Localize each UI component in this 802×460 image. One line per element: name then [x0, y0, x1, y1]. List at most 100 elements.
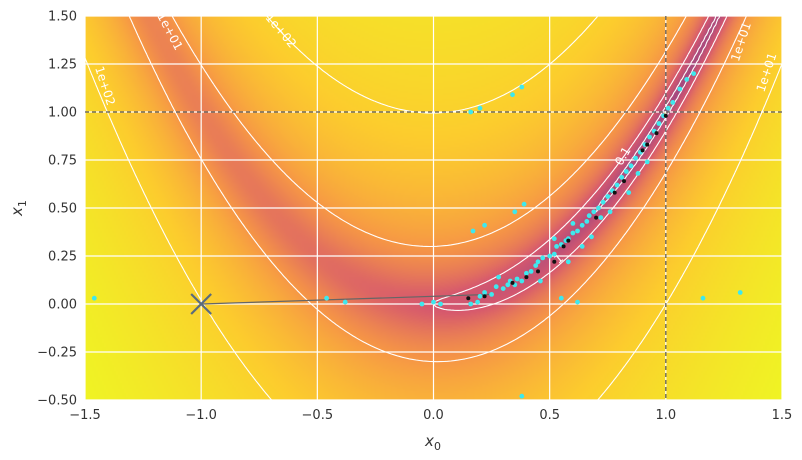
trajectory-point [566, 238, 571, 243]
samples-point [500, 286, 506, 291]
y-tick-label: 1.00 [48, 106, 77, 121]
samples-point [551, 251, 557, 257]
samples-point [468, 301, 474, 307]
samples-point [533, 263, 539, 268]
samples-point [519, 278, 525, 284]
samples-point [431, 299, 436, 305]
x-axis-label: x0 [424, 432, 441, 453]
samples-point [482, 222, 487, 228]
samples-point [656, 121, 662, 126]
samples-point [644, 159, 650, 165]
samples-point [684, 77, 690, 82]
reference-lines [85, 16, 782, 400]
y-tick-label: 1.50 [48, 10, 77, 25]
samples-point [565, 259, 571, 265]
samples-point [477, 293, 483, 299]
samples-point [514, 276, 520, 282]
trajectory-point [594, 215, 599, 220]
samples-point [614, 182, 620, 188]
y-tick-label: 0.50 [48, 202, 77, 217]
samples-point [600, 199, 606, 205]
samples-point [475, 299, 480, 305]
samples-point [647, 134, 652, 140]
samples-point [623, 169, 629, 174]
trajectory-point [612, 190, 617, 195]
x-tick-label: 1.5 [772, 408, 793, 423]
samples-point [619, 174, 625, 180]
samples-point [605, 194, 611, 199]
x-tick-label: −1.5 [69, 408, 101, 423]
samples-point [635, 171, 641, 176]
samples-point [524, 270, 529, 276]
y-axis-label: x1 [8, 200, 29, 217]
samples-point [342, 299, 348, 305]
y-tick-label: 1.25 [48, 58, 77, 73]
samples-point [535, 259, 541, 265]
samples-point [540, 255, 546, 261]
samples-point [670, 100, 676, 105]
x-tick-labels: −1.5 −1.0 −0.5 0.0 0.5 1.0 1.5 [69, 408, 792, 423]
samples-point [468, 109, 474, 115]
y-tick-label: 0.75 [48, 154, 77, 169]
trajectory-point [524, 275, 529, 280]
trajectory-point [640, 148, 645, 153]
samples-point [570, 221, 576, 226]
samples-point [519, 393, 525, 399]
x-tick-label: 0.0 [423, 408, 444, 423]
samples-point [489, 292, 494, 297]
start-x-marker [190, 293, 212, 315]
trajectory-point [645, 142, 650, 147]
samples-point [579, 244, 585, 249]
trajectory-point [466, 296, 471, 301]
samples-point [589, 234, 594, 240]
samples-point [547, 253, 553, 259]
scatter-points [91, 71, 743, 399]
samples-point [470, 228, 476, 234]
trajectory-point [622, 179, 626, 184]
samples-point [528, 269, 534, 274]
x-tick-label: −0.5 [302, 408, 334, 423]
samples-point [575, 299, 580, 305]
trajectory-point [552, 259, 557, 264]
samples-point [91, 295, 97, 301]
y-tick-label: −0.50 [37, 394, 77, 409]
y-tick-label: 0.25 [48, 250, 77, 265]
contour-line [85, 16, 782, 400]
samples-point [493, 284, 499, 290]
x-tick-label: 1.0 [655, 408, 676, 423]
samples-point [538, 278, 543, 284]
samples-point [607, 209, 613, 215]
samples-point [510, 92, 515, 98]
samples-point [554, 244, 559, 249]
samples-point [438, 301, 443, 307]
trajectory-point [561, 244, 566, 249]
samples-point [677, 86, 683, 92]
y-tick-labels: −0.50 −0.25 0.00 0.25 0.50 0.75 1.00 1.25 1.50 [37, 10, 77, 409]
samples-point [691, 71, 697, 76]
y-tick-label: −0.25 [37, 346, 77, 361]
samples-point [521, 201, 527, 207]
samples-point [700, 295, 706, 301]
contour-line [128, 16, 747, 363]
samples-point [665, 105, 671, 111]
samples-point [324, 295, 329, 301]
samples-point [598, 215, 604, 221]
samples-point [579, 222, 585, 228]
samples-point [575, 228, 580, 234]
trajectory-point [482, 294, 487, 299]
samples-point [626, 190, 632, 196]
samples-point [570, 230, 576, 236]
samples-point [596, 205, 601, 211]
trajectory-point [536, 269, 540, 274]
samples-point [419, 301, 425, 307]
y-tick-label: 0.00 [48, 298, 77, 313]
trajectory-point [663, 113, 668, 118]
samples-point [586, 213, 592, 219]
samples-point [512, 209, 518, 215]
path-line [201, 293, 492, 305]
samples-point [591, 209, 597, 215]
samples-point [584, 219, 590, 224]
samples-point [496, 274, 501, 280]
